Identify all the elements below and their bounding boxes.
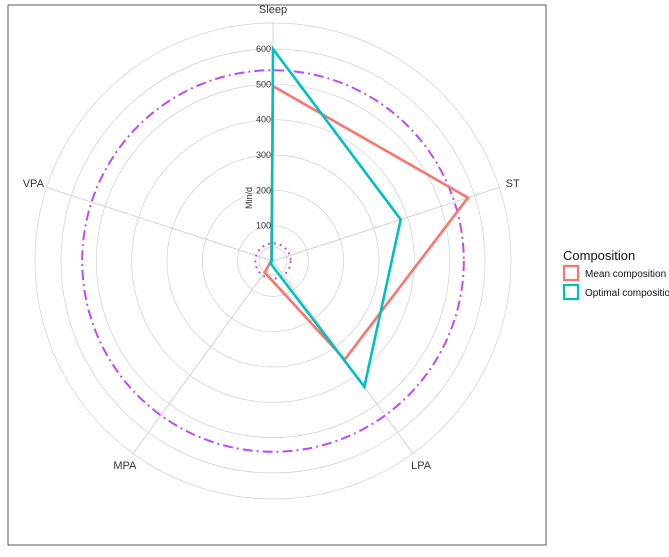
reference-circle-50 — [254, 242, 292, 280]
axis-label-vpa: VPA — [23, 178, 45, 190]
tick-label-400: 400 — [256, 115, 271, 125]
reference-circles — [81, 69, 465, 453]
spoke-mpa — [132, 260, 274, 454]
axis-labels: 100 200 300 400 500 600 Sleep ST LPA MPA VPA — [23, 4, 520, 472]
legend-title: Composition — [563, 248, 635, 263]
series-optimal-composition — [269, 45, 403, 390]
tick-label-600: 600 — [256, 44, 271, 54]
spoke-st — [272, 187, 500, 262]
reference-circle-540 — [81, 69, 465, 453]
tick-label-100: 100 — [256, 221, 271, 231]
radial-axis-label: Min/d — [244, 187, 254, 209]
axis-label-mpa: MPA — [113, 460, 137, 472]
legend-label-mean: Mean composition — [585, 269, 666, 280]
tick-label-500: 500 — [256, 79, 271, 89]
series-group — [263, 45, 470, 390]
tick-label-200: 200 — [256, 185, 271, 195]
legend-key-optimal — [562, 283, 580, 301]
spoke-vpa — [46, 187, 274, 262]
legend-key-mean — [562, 264, 580, 282]
axis-label-sleep: Sleep — [259, 4, 287, 16]
axis-label-lpa: LPA — [411, 460, 432, 472]
legend-label-optimal: Optimal composition — [585, 288, 669, 299]
tick-label-300: 300 — [256, 150, 271, 160]
axis-label-st: ST — [506, 178, 520, 190]
legend: Composition Mean composition Optimal com… — [562, 248, 669, 301]
plot-panel-border — [7, 4, 547, 546]
